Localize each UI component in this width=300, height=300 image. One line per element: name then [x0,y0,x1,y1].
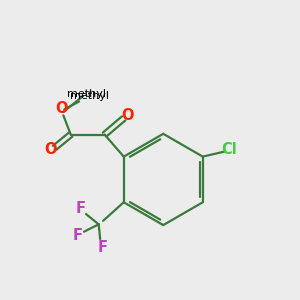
Text: O: O [121,109,134,124]
Text: O: O [56,101,68,116]
Text: F: F [75,201,85,216]
Text: F: F [72,228,82,243]
Text: Cl: Cl [221,142,237,158]
Text: methyl: methyl [70,91,110,101]
Text: F: F [97,239,107,254]
Text: O: O [45,142,57,157]
Text: methyl: methyl [68,89,106,99]
